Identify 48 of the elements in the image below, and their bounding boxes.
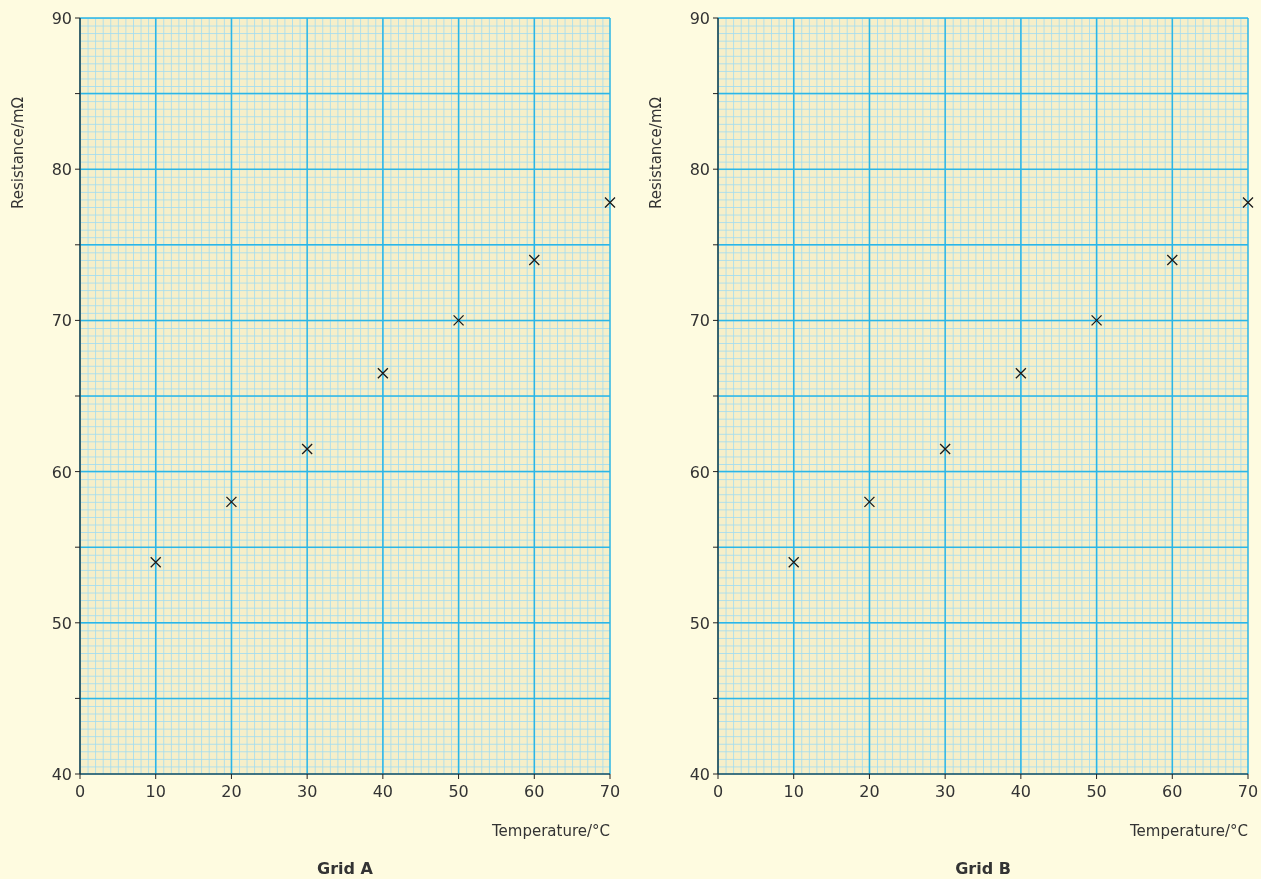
y-tick-label: 70	[51, 311, 72, 331]
x-tick-label: 70	[1237, 782, 1259, 801]
y-tick-label: 50	[51, 613, 72, 633]
point	[939, 443, 951, 455]
y-tick-label: 60	[689, 462, 710, 482]
point	[604, 196, 616, 209]
point	[452, 314, 465, 327]
x-tick-label: 60	[1162, 782, 1183, 801]
y-tick-label: 80	[689, 160, 710, 180]
y-tick-label: 90	[689, 9, 710, 28]
y-tick-label: 50	[689, 613, 710, 633]
x-tick-label: 40	[372, 782, 394, 801]
point	[788, 556, 800, 568]
x-tick-label: 10	[145, 782, 166, 801]
point	[225, 496, 238, 508]
y-axis-title: Resistance/mΩ	[9, 97, 27, 209]
point	[1242, 196, 1254, 209]
point	[377, 367, 389, 379]
x-axis-title: Temperature/°C	[490, 822, 610, 840]
y-tick-label: 60	[51, 462, 72, 482]
x-tick-label: 20	[221, 782, 242, 801]
y-tick-label: 80	[51, 160, 72, 180]
x-tick-label: 0	[74, 782, 86, 801]
text: Grid A	[317, 859, 374, 878]
x-tick-label: 30	[934, 782, 956, 801]
point	[150, 556, 162, 568]
x-axis-title: Temperature/°C	[1128, 822, 1248, 840]
x-tick-label: 20	[859, 782, 880, 801]
point	[301, 443, 313, 455]
x-tick-label: 50	[448, 782, 469, 801]
point	[1015, 367, 1027, 379]
point	[528, 254, 540, 266]
text: Grid B	[955, 859, 1011, 878]
x-tick-label: 60	[524, 782, 545, 801]
x-tick-label: 10	[783, 782, 804, 801]
y-tick-label: 90	[51, 9, 72, 28]
x-tick-label: 70	[599, 782, 621, 801]
point	[863, 496, 876, 508]
point	[1166, 254, 1178, 266]
point	[1090, 314, 1103, 327]
y-tick-label: 40	[689, 765, 710, 784]
x-tick-label: 50	[1086, 782, 1107, 801]
y-axis-title: Resistance/mΩ	[647, 97, 665, 209]
x-tick-label: 0	[712, 782, 724, 801]
y-tick-label: 70	[689, 311, 710, 331]
x-tick-label: 40	[1010, 782, 1032, 801]
y-tick-label: 40	[51, 765, 72, 784]
x-tick-label: 30	[296, 782, 318, 801]
